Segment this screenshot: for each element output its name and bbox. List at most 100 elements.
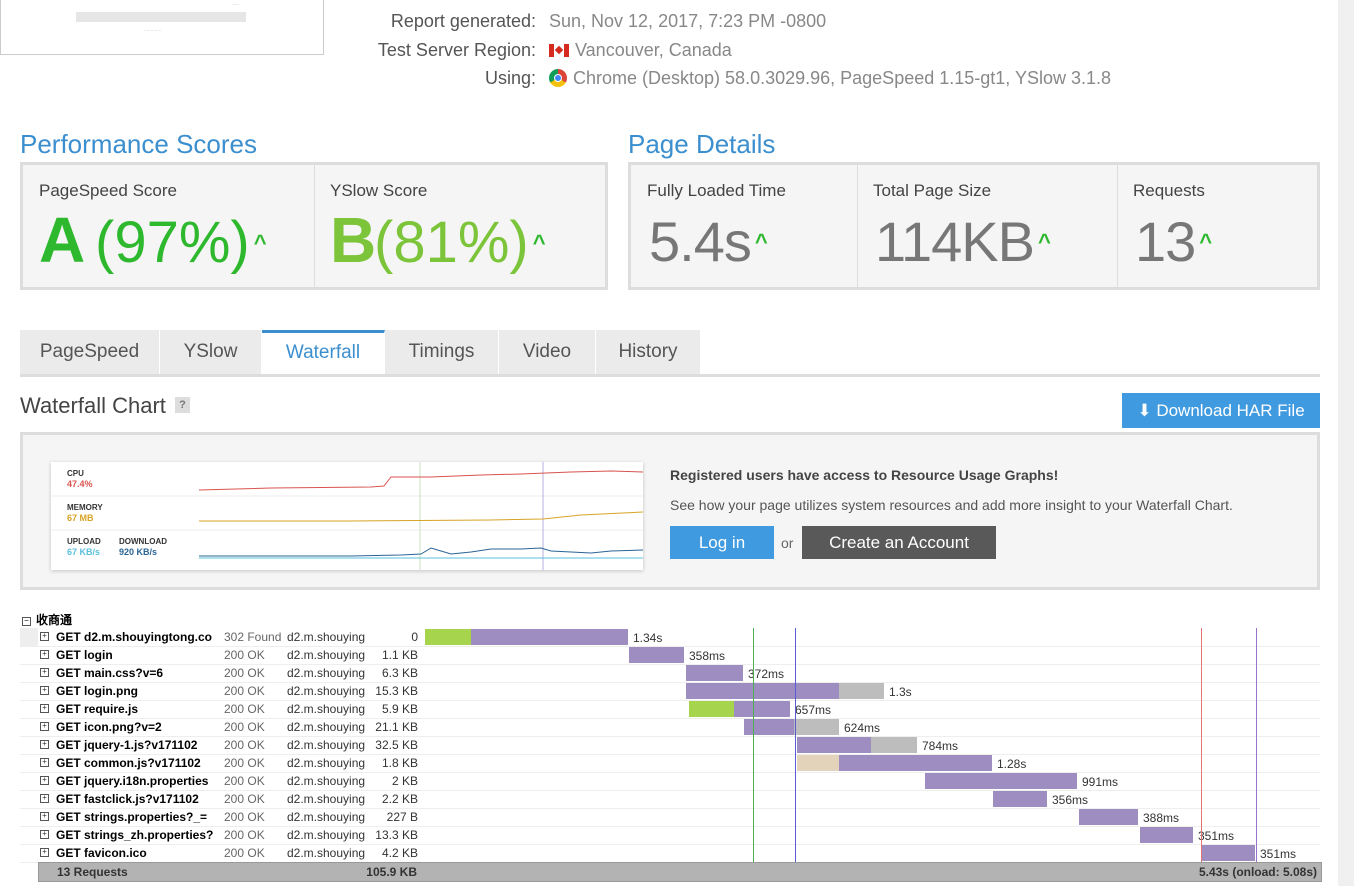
tab-waterfall[interactable]: Waterfall <box>262 330 385 377</box>
test-region-value: Vancouver, Canada <box>549 40 732 61</box>
site-group-header[interactable]: − 收商通 <box>22 611 72 628</box>
timing-label: 1.34s <box>633 631 663 645</box>
table-row[interactable]: + GET strings_zh.properties? 200 OK d2.m.sh… <box>20 826 1320 845</box>
tab-video[interactable]: Video <box>499 330 596 374</box>
table-row[interactable]: + GET login.png 200 OK d2.m.shouying 15.3 KB… <box>20 682 1320 701</box>
tab-timings[interactable]: Timings <box>385 330 499 374</box>
request-domain: d2.m.shouying <box>287 792 366 806</box>
expand-icon[interactable]: + <box>40 686 49 695</box>
timing-bar[interactable] <box>686 665 743 681</box>
pagespeed-percent: (97%) ^ <box>95 209 267 276</box>
timing-bar[interactable] <box>1140 827 1193 843</box>
improved-icon: ^ <box>532 230 546 255</box>
request-status: 200 OK <box>224 666 265 680</box>
table-row[interactable]: + GET d2.m.shouyingtong.co 302 Found d2.m.s… <box>20 628 1320 647</box>
timing-bar[interactable] <box>839 683 884 699</box>
expand-icon[interactable]: + <box>40 704 49 713</box>
timing-bar[interactable] <box>797 755 839 771</box>
request-status: 200 OK <box>224 720 265 734</box>
thumbnail-text: ····· <box>232 2 239 7</box>
expand-icon[interactable]: + <box>40 776 49 785</box>
table-row[interactable]: + GET jquery-1.js?v171102 200 OK d2.m.shouy… <box>20 736 1320 755</box>
memory-value: 67 MB <box>67 513 94 523</box>
timing-label: 351ms <box>1260 847 1297 861</box>
pagespeed-score-label: PageSpeed Score <box>39 181 177 200</box>
tab-yslow[interactable]: YSlow <box>160 330 262 374</box>
footer-size: 105.9 KB <box>366 865 417 879</box>
request-name: GET main.css?v=6 <box>56 666 164 680</box>
expand-icon[interactable]: + <box>40 668 49 677</box>
timing-bar[interactable] <box>797 737 871 753</box>
footer-requests: 13 Requests <box>57 865 128 879</box>
request-domain: d2.m.shouying <box>287 756 366 770</box>
timing-bar[interactable] <box>689 701 734 717</box>
timing-bar[interactable] <box>993 791 1047 807</box>
requests-text: 13 <box>1135 210 1196 273</box>
request-domain: d2.m.shouying <box>287 846 366 860</box>
waterfall-title: Waterfall Chart <box>20 393 166 418</box>
expand-icon[interactable]: + <box>40 830 49 839</box>
request-status: 200 OK <box>224 756 265 770</box>
expand-icon[interactable]: + <box>40 632 49 641</box>
expand-icon[interactable]: + <box>40 812 49 821</box>
timing-bar[interactable] <box>839 755 992 771</box>
help-icon[interactable]: ? <box>175 397 190 413</box>
expand-icon[interactable]: + <box>40 722 49 731</box>
yslow-percent: (81%) ^ <box>374 209 546 276</box>
tab-pagespeed[interactable]: PageSpeed <box>20 330 160 374</box>
request-status: 200 OK <box>224 828 265 842</box>
using-label: Using: <box>484 68 536 88</box>
request-domain: d2.m.shouying <box>287 738 366 752</box>
thumbnail-bar <box>76 12 246 22</box>
expand-icon[interactable]: + <box>40 794 49 803</box>
page-thumbnail[interactable]: ····· ············· <box>0 0 324 55</box>
page-size-label: Total Page Size <box>873 181 992 200</box>
expand-icon[interactable]: + <box>40 758 49 767</box>
timing-bar[interactable] <box>425 629 471 645</box>
table-row[interactable]: + GET login 200 OK d2.m.shouying 1.1 KB 358ms <box>20 646 1320 665</box>
timing-bar[interactable] <box>744 719 794 735</box>
table-row[interactable]: + GET favicon.ico 200 OK d2.m.shouying 4.2 K… <box>20 844 1320 863</box>
pagespeed-score: PageSpeed Score A (97%) ^ <box>23 165 315 287</box>
table-row[interactable]: + GET jquery.i18n.properties 200 OK d2.m.sh… <box>20 772 1320 791</box>
resource-usage-box: CPU 47.4% MEMORY 67 MB UPLOAD 67 KB/s DO… <box>20 432 1320 590</box>
table-row[interactable]: + GET icon.png?v=2 200 OK d2.m.shouying 21.1… <box>20 718 1320 737</box>
tab-history[interactable]: History <box>596 330 701 374</box>
page-scrollbar[interactable] <box>1338 0 1354 886</box>
request-domain: d2.m.shouying <box>287 702 366 716</box>
fully-loaded-line <box>1256 628 1257 862</box>
download-rate-label: DOWNLOAD <box>119 537 167 546</box>
page-details-heading: Page Details <box>628 129 776 159</box>
table-row[interactable]: + GET common.js?v171102 200 OK d2.m.shouyin… <box>20 754 1320 773</box>
timing-bar[interactable] <box>794 719 839 735</box>
pagespeed-grade: A <box>39 204 85 276</box>
expand-icon[interactable]: + <box>40 848 49 857</box>
table-row[interactable]: + GET main.css?v=6 200 OK d2.m.shouying 6.3 … <box>20 664 1320 683</box>
requests-label: Requests <box>1133 181 1205 200</box>
resource-usage-graph <box>51 462 643 570</box>
timing-bar[interactable] <box>1079 809 1138 825</box>
timing-bar[interactable] <box>471 629 628 645</box>
yslow-grade: B <box>330 204 376 276</box>
login-button[interactable]: Log in <box>670 526 774 559</box>
table-row[interactable]: + GET fastclick.js?v171102 200 OK d2.m.shou… <box>20 790 1320 809</box>
create-account-button[interactable]: Create an Account <box>802 526 996 559</box>
expand-icon[interactable]: + <box>40 740 49 749</box>
request-size: 6.3 KB <box>381 666 418 680</box>
expand-icon[interactable]: + <box>40 650 49 659</box>
total-page-size: Total Page Size 114KB ^ <box>857 165 1118 287</box>
collapse-icon[interactable]: − <box>22 617 31 626</box>
table-row[interactable]: + GET require.js 200 OK d2.m.shouying 5.9 KB… <box>20 700 1320 719</box>
timing-bar[interactable] <box>734 701 790 717</box>
first-paint-line <box>795 628 796 862</box>
request-size: 4.2 KB <box>381 846 418 860</box>
table-row[interactable]: + GET strings.properties?_= 200 OK d2.m.sho… <box>20 808 1320 827</box>
report-generated-label: Report generated: <box>390 11 536 31</box>
timing-bar[interactable] <box>871 737 917 753</box>
timing-bar[interactable] <box>629 647 684 663</box>
timing-bar[interactable] <box>1202 845 1255 861</box>
timing-bar[interactable] <box>925 773 1077 789</box>
download-har-button[interactable]: ⬇ Download HAR File <box>1122 393 1320 428</box>
timing-label: 356ms <box>1052 793 1089 807</box>
timing-bar[interactable] <box>686 683 839 699</box>
